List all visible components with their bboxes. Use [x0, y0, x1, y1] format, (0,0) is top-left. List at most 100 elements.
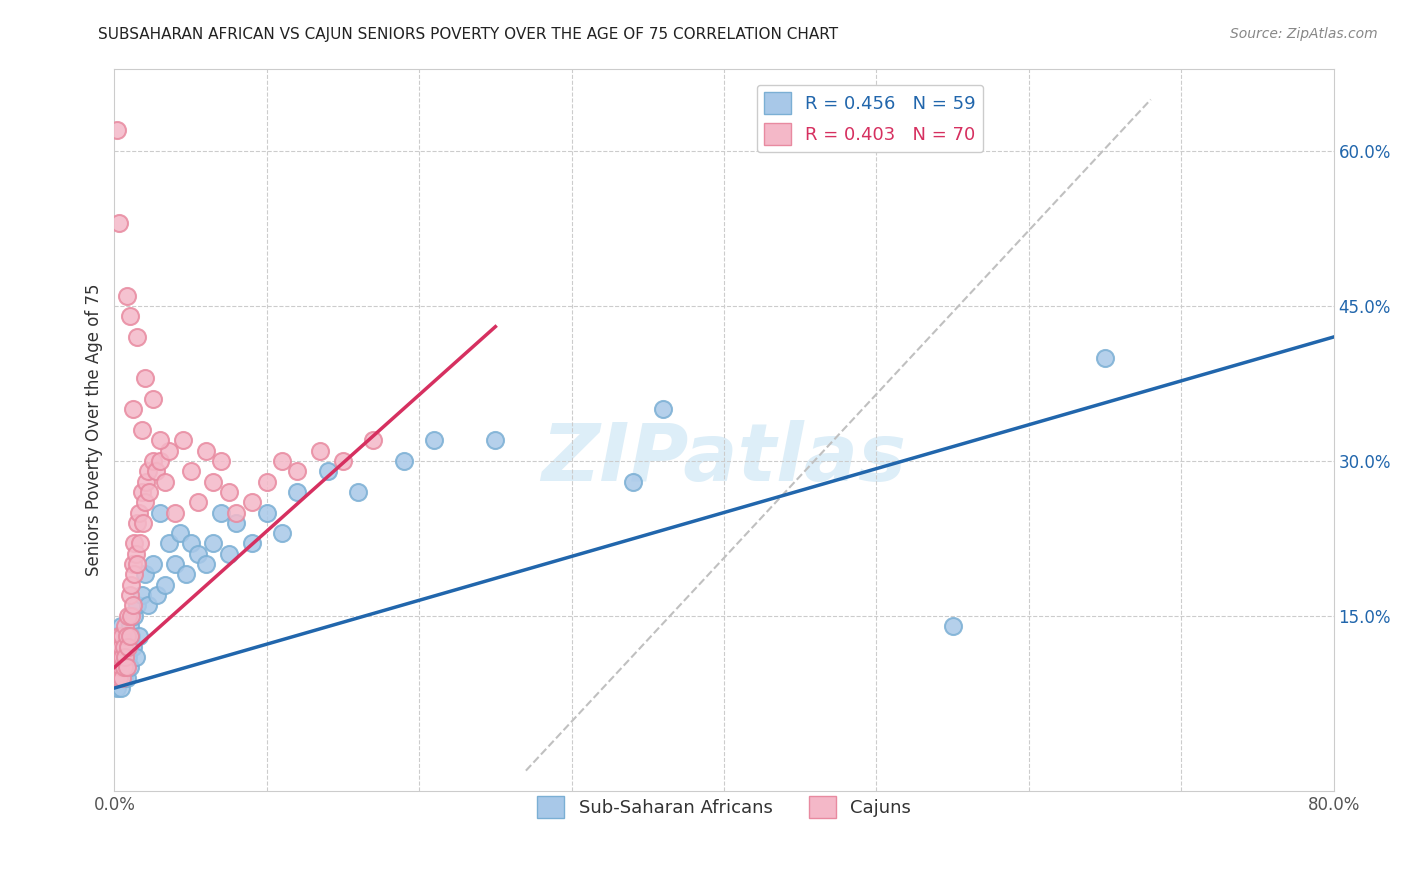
Point [121, 640, 143, 654]
Point [104, 671, 127, 685]
Point [120, 629, 142, 643]
Point [115, 629, 138, 643]
Point [115, 288, 138, 302]
Point [174, 567, 197, 582]
Point [209, 506, 232, 520]
Point [141, 454, 163, 468]
Point [363, 434, 385, 448]
Point [121, 599, 143, 613]
Point [107, 123, 129, 137]
Point [128, 629, 150, 643]
Point [423, 434, 446, 448]
Point [157, 443, 180, 458]
Point [128, 506, 150, 520]
Text: SUBSAHARAN AFRICAN VS CAJUN SENIORS POVERTY OVER THE AGE OF 75 CORRELATION CHART: SUBSAHARAN AFRICAN VS CAJUN SENIORS POVE… [98, 27, 838, 42]
Point [218, 484, 240, 499]
Point [202, 475, 225, 489]
Point [118, 588, 141, 602]
Y-axis label: Seniors Poverty Over the Age of 75: Seniors Poverty Over the Age of 75 [86, 284, 103, 576]
Point [149, 434, 172, 448]
Point [110, 681, 132, 695]
Point [153, 578, 176, 592]
Point [125, 650, 148, 665]
Point [309, 443, 332, 458]
Point [187, 547, 209, 561]
Point [194, 557, 217, 571]
Point [136, 464, 159, 478]
Point [118, 619, 141, 633]
Point [131, 423, 153, 437]
Point [107, 681, 129, 695]
Point [115, 640, 138, 654]
Point [187, 495, 209, 509]
Point [285, 464, 308, 478]
Point [117, 640, 139, 654]
Point [121, 557, 143, 571]
Point [120, 578, 142, 592]
Point [316, 464, 339, 478]
Point [129, 536, 152, 550]
Point [107, 629, 129, 643]
Point [117, 608, 139, 623]
Point [621, 475, 644, 489]
Point [118, 629, 141, 643]
Point [149, 506, 172, 520]
Point [240, 536, 263, 550]
Point [256, 475, 278, 489]
Point [146, 588, 169, 602]
Point [125, 547, 148, 561]
Point [169, 526, 191, 541]
Point [165, 557, 187, 571]
Point [165, 506, 187, 520]
Point [122, 567, 145, 582]
Point [127, 599, 149, 613]
Point [108, 629, 131, 643]
Point [112, 671, 135, 685]
Point [131, 588, 153, 602]
Point [115, 671, 138, 685]
Point [122, 536, 145, 550]
Point [111, 671, 134, 685]
Point [114, 660, 136, 674]
Point [111, 660, 134, 674]
Point [134, 567, 156, 582]
Point [136, 599, 159, 613]
Point [145, 464, 167, 478]
Point [110, 619, 132, 633]
Point [122, 608, 145, 623]
Point [108, 671, 131, 685]
Point [104, 660, 127, 674]
Point [110, 640, 132, 654]
Point [108, 640, 131, 654]
Point [110, 650, 132, 665]
Point [107, 660, 129, 674]
Point [111, 650, 134, 665]
Point [153, 475, 176, 489]
Point [138, 484, 160, 499]
Point [108, 650, 131, 665]
Point [114, 629, 136, 643]
Point [104, 671, 127, 685]
Point [347, 484, 370, 499]
Point [135, 475, 157, 489]
Point [104, 650, 127, 665]
Point [172, 434, 194, 448]
Point [112, 660, 135, 674]
Point [285, 484, 308, 499]
Point [115, 660, 138, 674]
Point [652, 402, 675, 417]
Legend: Sub-Saharan Africans, Cajuns: Sub-Saharan Africans, Cajuns [530, 789, 918, 826]
Point [271, 454, 294, 468]
Point [111, 640, 134, 654]
Point [117, 650, 139, 665]
Point [127, 516, 149, 530]
Point [127, 557, 149, 571]
Point [225, 516, 247, 530]
Point [108, 660, 131, 674]
Point [240, 495, 263, 509]
Point [107, 650, 129, 665]
Point [392, 454, 415, 468]
Point [180, 536, 202, 550]
Point [194, 443, 217, 458]
Text: ZIPatlas: ZIPatlas [541, 420, 907, 498]
